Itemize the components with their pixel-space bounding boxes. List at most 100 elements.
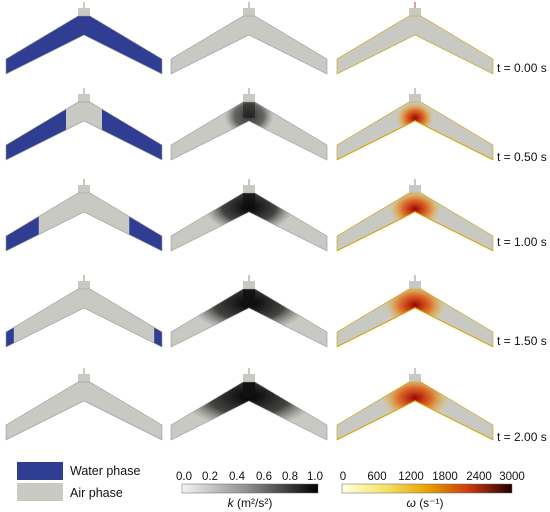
inlet-stub (78, 8, 90, 18)
k-title-var: k (228, 496, 235, 510)
water-phase-swatch (17, 462, 63, 480)
inlet-stub (409, 8, 421, 18)
inlet-stub (409, 185, 421, 195)
channel-outline (5, 15, 163, 75)
omega-tick-5: 3000 (499, 471, 525, 483)
turbulence-stem (243, 102, 255, 118)
water-left-leg (6, 16, 84, 74)
time-label-row-5: t = 2.00 s (497, 430, 547, 444)
k-colorbar-title: k (m²/s²) (228, 496, 273, 510)
panel-r2-c1 (5, 88, 163, 161)
water-left-leg (6, 193, 39, 251)
omega-colorbar: 0 600 1200 1800 2400 3000 ω (s⁻¹) (340, 471, 525, 510)
k-tick-4: 0.8 (282, 471, 298, 483)
k-tick-0: 0.0 (176, 471, 192, 483)
channel-outline (170, 101, 328, 161)
inlet-stub (243, 185, 255, 195)
panel-r4-c1 (5, 275, 163, 348)
channel-body (337, 382, 493, 440)
omega-tick-3: 1800 (432, 471, 458, 483)
air-fill (171, 16, 327, 74)
time-label-row-3: t = 1.00 s (497, 235, 547, 249)
panel-r3-c2 (170, 179, 328, 252)
water-right-leg (101, 102, 162, 160)
omega-colorbar-gradient (341, 483, 513, 494)
air-phase-label: Air phase (70, 486, 123, 500)
inlet-stub (409, 94, 421, 104)
panel-r4-c3 (336, 275, 494, 348)
air-fill (6, 289, 162, 347)
inlet-stub (243, 374, 255, 384)
air-fill (337, 16, 493, 74)
air-fill (6, 382, 162, 440)
turbulence-stem (243, 382, 255, 398)
k-tick-1: 0.2 (202, 471, 218, 483)
air-phase-swatch (17, 483, 63, 501)
panel-r2-c3 (336, 88, 494, 161)
inlet-stub (409, 281, 421, 291)
panel-r5-c1 (5, 368, 163, 441)
channel-body (171, 102, 327, 160)
water-right-leg (129, 193, 162, 251)
inlet-stub (243, 94, 255, 104)
turbulence-stem (243, 289, 255, 305)
k-tick-2: 0.4 (229, 471, 246, 483)
channel-outline (170, 288, 328, 348)
omega-title-units: (s⁻¹) (419, 496, 443, 510)
channel-outline (336, 288, 494, 348)
channel-outline (336, 15, 494, 75)
panel-r3-c1 (5, 179, 163, 252)
channel-body (6, 193, 162, 251)
panel-r5-c3 (336, 368, 494, 441)
omega-hotspot (381, 382, 449, 420)
k-colorbar: 0.0 0.2 0.4 0.6 0.8 1.0 k (m²/s²) (176, 471, 323, 510)
channel-body (6, 382, 162, 440)
inlet-stub (78, 374, 90, 384)
k-tick-5: 1.0 (307, 471, 323, 483)
k-title-units: (m²/s²) (237, 496, 272, 510)
panels-grid (5, 2, 494, 441)
omega-tick-2: 1200 (398, 471, 424, 483)
channel-outline (170, 381, 328, 441)
panel-r1-c1 (5, 2, 163, 75)
turbulence-stem (243, 193, 255, 209)
water-left-leg (6, 102, 67, 160)
channel-outline (336, 381, 494, 441)
time-label-row-4: t = 1.50 s (497, 334, 547, 348)
air-fill (6, 193, 162, 251)
inlet-stub (78, 94, 90, 104)
panel-r1-c3 (336, 2, 494, 75)
channel-body (337, 16, 493, 74)
inlet-stub (243, 281, 255, 291)
omega-hotspot (384, 289, 446, 326)
inlet-stub (409, 374, 421, 384)
omega-hotspot (389, 193, 441, 228)
panel-r4-c2 (170, 275, 328, 348)
channel-body (337, 289, 493, 347)
phase-legend: Water phase Air phase (17, 462, 140, 501)
inlet-stub (243, 8, 255, 18)
inlet-stub (78, 281, 90, 291)
water-left-leg (6, 289, 14, 347)
time-labels: t = 0.00 s t = 0.50 s t = 1.00 s t = 1.5… (497, 61, 547, 444)
panel-r5-c2 (170, 368, 328, 441)
channel-outline (336, 101, 494, 161)
channel-outline (336, 192, 494, 252)
panel-r2-c2 (170, 88, 328, 161)
omega-hotspot (396, 102, 434, 134)
channel-outline (5, 192, 163, 252)
omega-tick-4: 2400 (466, 471, 492, 483)
channel-body (171, 16, 327, 74)
channel-outline (170, 15, 328, 75)
panel-r1-c2 (170, 2, 328, 75)
k-tick-3: 0.6 (256, 471, 272, 483)
water-right-leg (154, 289, 162, 347)
water-phase-label: Water phase (70, 464, 140, 478)
time-label-row-2: t = 0.50 s (497, 150, 547, 164)
k-colorbar-gradient (181, 483, 319, 494)
channel-body (6, 102, 162, 160)
channel-body (6, 16, 162, 74)
channel-outline (5, 101, 163, 161)
channel-outline (170, 192, 328, 252)
